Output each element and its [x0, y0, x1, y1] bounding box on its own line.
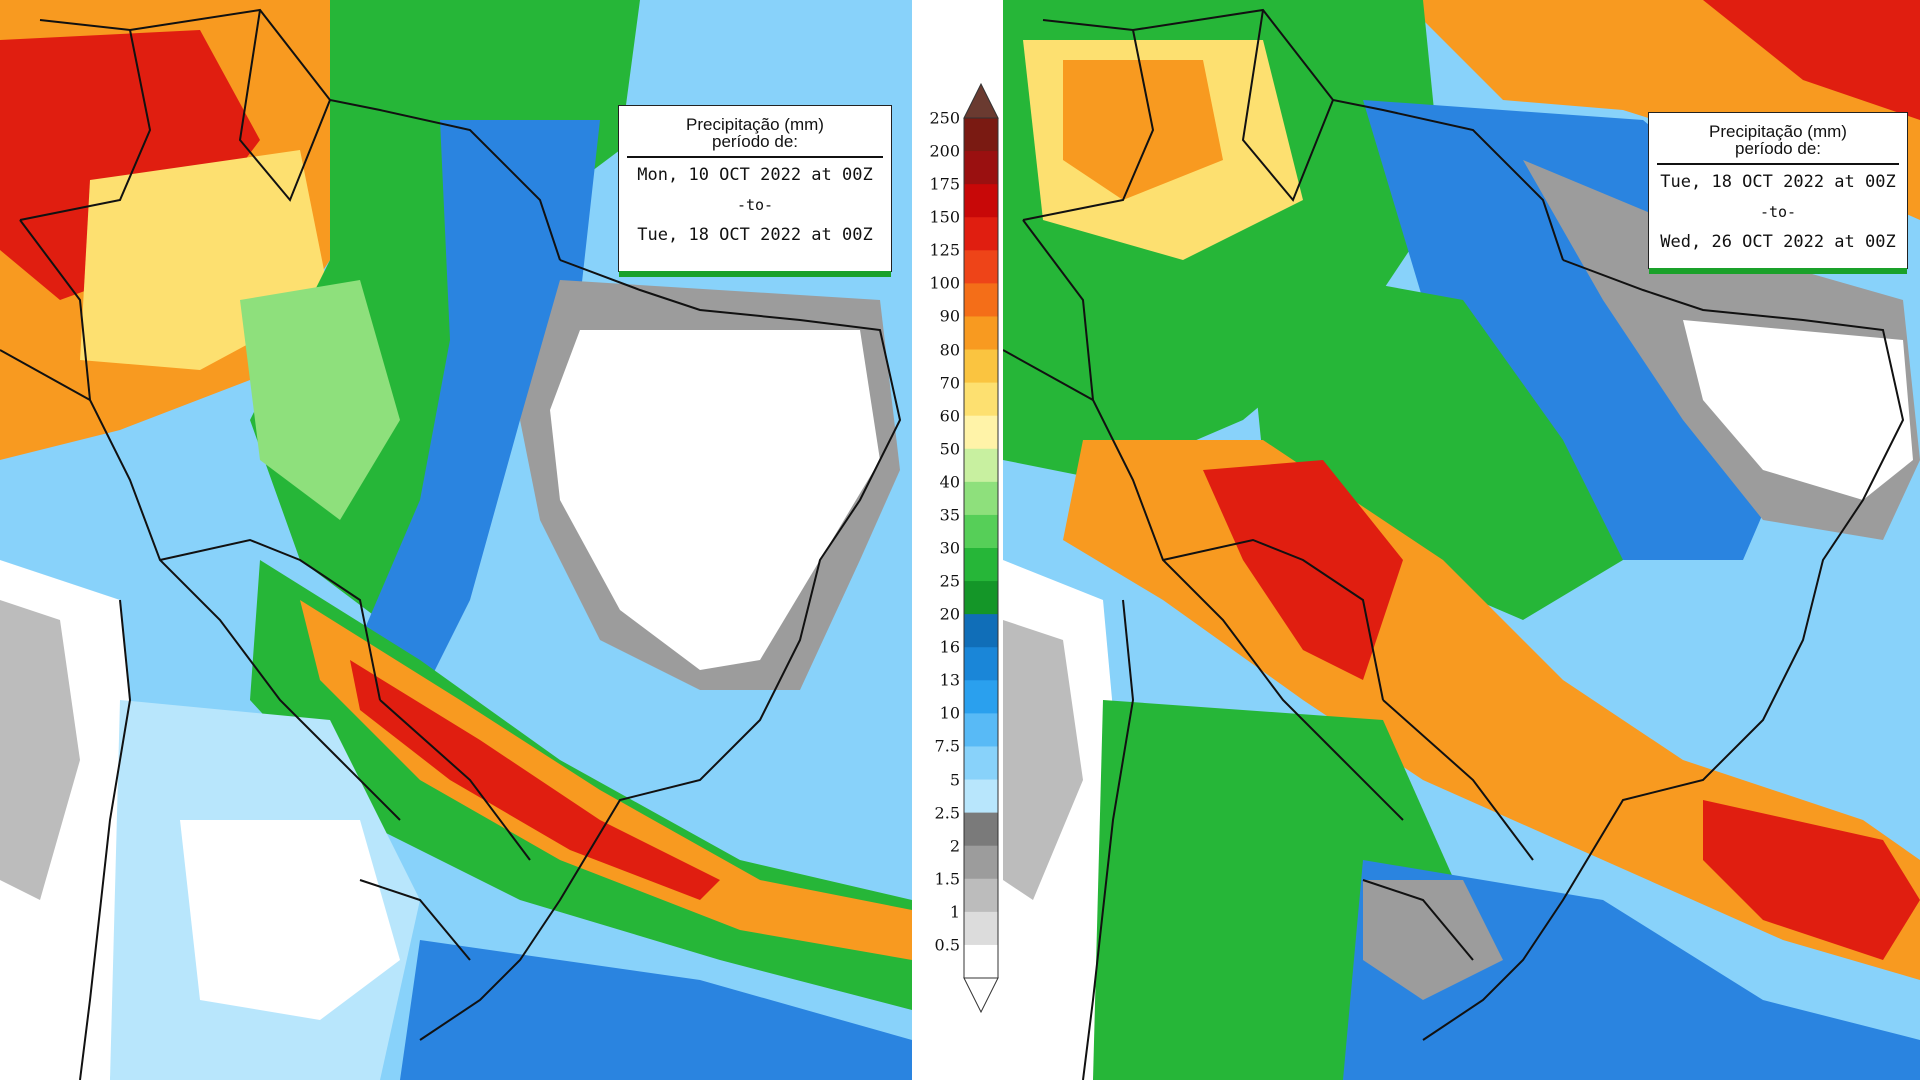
map-left-dry-white-ne [550, 330, 880, 670]
colorbar-tick-label: 40 [939, 472, 960, 492]
colorbar-graphic [963, 82, 999, 1014]
colorbar-segment [964, 349, 998, 384]
precipitation-map-left: Precipitação (mm) período de: Mon, 10 OC… [0, 0, 912, 1080]
colorbar-tick-label: 10 [939, 703, 960, 723]
map-right-rain-red-north [1703, 0, 1920, 120]
precipitation-colorbar: 250 200 175 150 125 100 90 80 70 60 50 40 35 30 25 20 16… [912, 0, 1003, 1080]
period-legend-left: Precipitação (mm) período de: Mon, 10 OC… [618, 105, 892, 277]
map-right-dry-grey-uruguay [1363, 880, 1503, 1000]
colorbar-segment [964, 812, 998, 847]
colorbar-tick-label: 30 [939, 538, 960, 558]
map-left-rain-orange-south [300, 600, 912, 960]
map-right-rain-green-center [1243, 260, 1623, 620]
colorbar-segment [964, 151, 998, 185]
colorbar-tick-label: 20 [939, 604, 960, 624]
colorbar-segment [964, 283, 998, 317]
colorbar-segment [964, 911, 998, 946]
colorbar-segment [964, 944, 998, 979]
colorbar-tick-label: 90 [939, 306, 960, 326]
colorbar-tick-label: 7.5 [934, 736, 960, 756]
map-right-dry-grey-sw [1003, 620, 1083, 900]
map-left-borders [0, 8, 902, 1080]
map-left-rain-blue-central [360, 120, 600, 700]
period-subtitle-right: período de: [1657, 140, 1899, 165]
colorbar-top-arrow [963, 82, 999, 119]
colorbar-segment [964, 680, 998, 714]
period-separator-left: -to- [736, 196, 774, 214]
period-title-right: Precipitação (mm) [1709, 122, 1847, 141]
colorbar-tick-label: 150 [929, 207, 960, 227]
map-right-borders [1003, 8, 1905, 1080]
colorbar-segment [964, 316, 998, 351]
colorbar-tick-label: 60 [939, 406, 960, 426]
colorbar-tick-label: 125 [929, 240, 960, 260]
legend-accent-bar-right [1649, 268, 1907, 274]
colorbar-tick-label: 16 [939, 637, 960, 657]
map-left-dry-grey-sw [0, 600, 80, 900]
colorbar-tick-label: 200 [929, 141, 960, 161]
colorbar-segment [964, 250, 998, 284]
map-left-rain-lightgreen-amazon [240, 280, 400, 520]
colorbar-tick-label: 35 [939, 505, 960, 525]
colorbar-tick-label: 175 [929, 174, 960, 194]
map-left-rain-redcore-north [0, 30, 260, 300]
colorbar-frame [963, 117, 999, 979]
colorbar-segment [964, 448, 998, 483]
period-title-left: Precipitação (mm) [686, 115, 824, 134]
colorbar-tick-label: 13 [939, 670, 960, 690]
colorbar-tick-label: 2 [949, 836, 960, 856]
colorbar-segment [964, 481, 998, 516]
colorbar-segment [964, 779, 998, 814]
period-end-left: Tue, 18 OCT 2022 at 00Z [637, 225, 873, 245]
map-right-dry-white-ne [1683, 320, 1913, 500]
colorbar-segment [964, 548, 998, 582]
map-left-rain-blue-sea-south [400, 940, 912, 1080]
colorbar-segment [964, 845, 998, 880]
colorbar-tick-label: 100 [929, 273, 960, 293]
colorbar-segment [964, 118, 998, 152]
colorbar-segment [964, 514, 998, 549]
colorbar-bottom-arrow [963, 977, 999, 1014]
colorbar-tick-label: 2.5 [934, 803, 960, 823]
colorbar-tick-label: 1 [949, 902, 960, 922]
period-end-right: Wed, 26 OCT 2022 at 00Z [1660, 232, 1896, 252]
precipitation-map-right: Precipitação (mm) período de: Tue, 18 OC… [1003, 0, 1920, 1080]
period-separator-right: -to- [1759, 203, 1797, 221]
map-left-rain-red-south [350, 660, 720, 900]
colorbar-segment [964, 382, 998, 417]
colorbar-tick-label: 0.5 [934, 935, 960, 955]
map-right-canvas [1003, 0, 1920, 1080]
map-right-rain-blue-south [1343, 860, 1920, 1080]
colorbar-tick-label: 70 [939, 373, 960, 393]
colorbar-tick-label: 250 [929, 108, 960, 128]
colorbar-segment [964, 217, 998, 251]
colorbar-tick-label: 80 [939, 340, 960, 360]
colorbar-tick-label: 1.5 [934, 869, 960, 889]
colorbar-tick-label: 5 [949, 770, 960, 790]
colorbar-segment [964, 746, 998, 781]
map-right-rain-orange-nw [1063, 60, 1223, 200]
map-right-rain-red-central [1203, 460, 1403, 680]
colorbar-segment [964, 647, 998, 681]
period-legend-right: Precipitação (mm) período de: Tue, 18 OC… [1648, 112, 1908, 274]
colorbar-segment [964, 713, 998, 747]
colorbar-segment [964, 878, 998, 913]
period-start-right: Tue, 18 OCT 2022 at 00Z [1660, 172, 1896, 192]
colorbar-segment [964, 614, 998, 648]
colorbar-segment [964, 184, 998, 218]
colorbar-tick-label: 50 [939, 439, 960, 459]
colorbar-tick-label: 25 [939, 571, 960, 591]
colorbar-segment [964, 415, 998, 450]
legend-accent-bar-left [619, 271, 891, 277]
map-right-rain-red-southeast [1703, 800, 1920, 960]
map-left-dry-white-argentina [180, 820, 400, 1020]
colorbar-segment [964, 581, 998, 615]
period-subtitle-left: período de: [627, 133, 883, 158]
period-start-left: Mon, 10 OCT 2022 at 00Z [637, 165, 873, 185]
